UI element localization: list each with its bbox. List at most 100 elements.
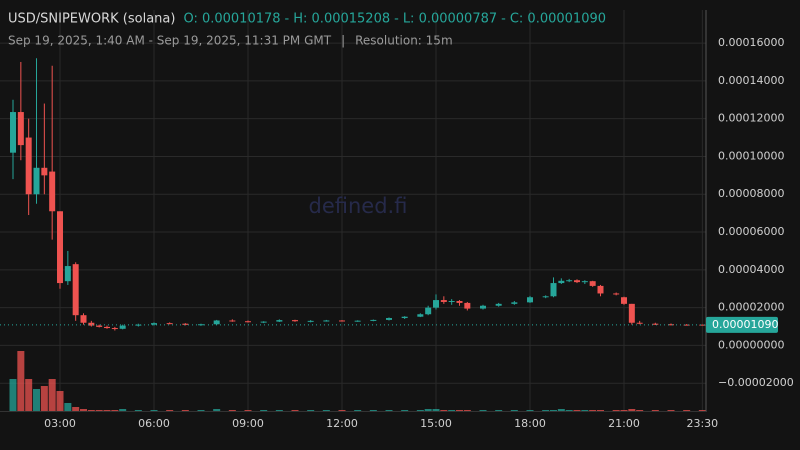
x-tick-label: 06:00 [138,417,170,430]
ohlc-separator: - [394,12,399,27]
x-tick-label: 15:00 [420,417,452,430]
candle-body [668,324,675,326]
ohlc-value: O: 0.00010178 [183,12,280,27]
candle-body [480,305,487,309]
candle-body [566,280,573,282]
volume-bar [17,351,25,411]
candle-body [613,293,620,295]
volume-bar [80,409,88,411]
candle-body [574,280,581,283]
candle-body [542,296,549,298]
volume-bar [636,410,644,411]
watermark: defined.fi [309,194,408,218]
candle-body [527,297,534,303]
volume-bar [260,410,268,411]
candle-body [57,211,64,284]
x-tick-label: 23:30 [686,417,718,430]
candle-body [440,300,447,302]
volume-bar [432,409,440,411]
volume-bar [166,410,174,411]
y-tick-label: −0.00002000 [718,376,794,389]
volume-bar [33,389,41,411]
volume-bar [275,410,283,411]
candle-body [307,320,314,322]
volume-bar [510,410,518,411]
candle-body [260,321,267,323]
candle-body [88,322,95,326]
volume-bar [72,407,80,411]
volume-bar [40,386,48,411]
candle-body [292,320,299,322]
y-tick-label: 0.00006000 [718,225,784,238]
candle-body [135,324,142,326]
candle-body [636,322,643,324]
last-price-box [706,316,778,333]
candle-body [683,324,690,326]
volume-bar [307,410,315,411]
ohlc-separator: - [501,12,506,27]
y-tick-label: 0.00008000 [718,187,784,200]
axes: 0.00016000 0.00014000 0.00012000 0.00010000… [44,36,794,430]
candle-body [119,325,126,329]
grid [0,10,706,411]
candle-body [652,323,659,325]
last-price-label: 0.00001090 [712,318,778,331]
header: USD/SNIPEWORK (solana) O: 0.00010178- H: … [8,12,606,27]
volume-bar [9,379,17,411]
candle-body [370,319,377,321]
candle-body [213,320,220,325]
y-tick-label: 0.00004000 [718,263,784,276]
volume-bar [25,379,33,411]
symbol-title: USD/SNIPEWORK (solana) [8,12,175,27]
volume-bar [526,410,534,411]
candle-body [339,320,346,322]
candle-body [166,323,173,325]
candle-body [72,264,79,316]
volume-bar [581,410,589,411]
candle-body [96,325,103,327]
y-tick-label: 0.00012000 [718,112,784,125]
volume-bar [550,410,558,411]
volume-bar [573,410,581,411]
volume-bar [651,410,659,411]
volume-bar [134,410,142,411]
volume-bar [597,410,605,411]
x-tick-label: 03:00 [44,417,76,430]
ohlc-value: C: 0.00001090 [510,12,606,27]
volume-bar [244,410,252,411]
candle-body [323,320,330,322]
y-tick-label: 0.00016000 [718,36,784,49]
date-range: Sep 19, 2025, 1:40 AM - Sep 19, 2025, 11… [8,34,332,48]
volume-bar [542,410,550,411]
y-tick-label: 0.00014000 [718,74,784,87]
candle-body [276,320,283,322]
volume-bar [667,410,675,411]
volume-bar [197,410,205,411]
candle-body [245,321,252,323]
volume-bar [479,410,487,411]
volume-bar [565,410,573,411]
volume-bar [612,410,620,411]
volume-bar [698,410,706,411]
candle-body [417,314,424,317]
x-tick-label: 21:00 [608,417,640,430]
x-tick-label: 18:00 [514,417,546,430]
candle-body [104,326,111,329]
candle-body [49,171,56,212]
volume-bar [385,410,393,411]
volume-bar [448,410,456,411]
candle-body [41,167,48,176]
candle-body [354,320,361,322]
candle-body [17,112,24,146]
volume-bar [181,410,189,411]
volume-bar [150,410,158,411]
volume-bar [589,410,597,411]
candle-body [64,266,71,282]
candle-body [386,318,393,320]
candle-body [198,324,205,326]
volume-bar [56,391,64,411]
candle-body [33,167,40,195]
volume-bar [557,409,565,411]
subtitle-row: Sep 19, 2025, 1:40 AM - Sep 19, 2025, 11… [8,34,453,48]
